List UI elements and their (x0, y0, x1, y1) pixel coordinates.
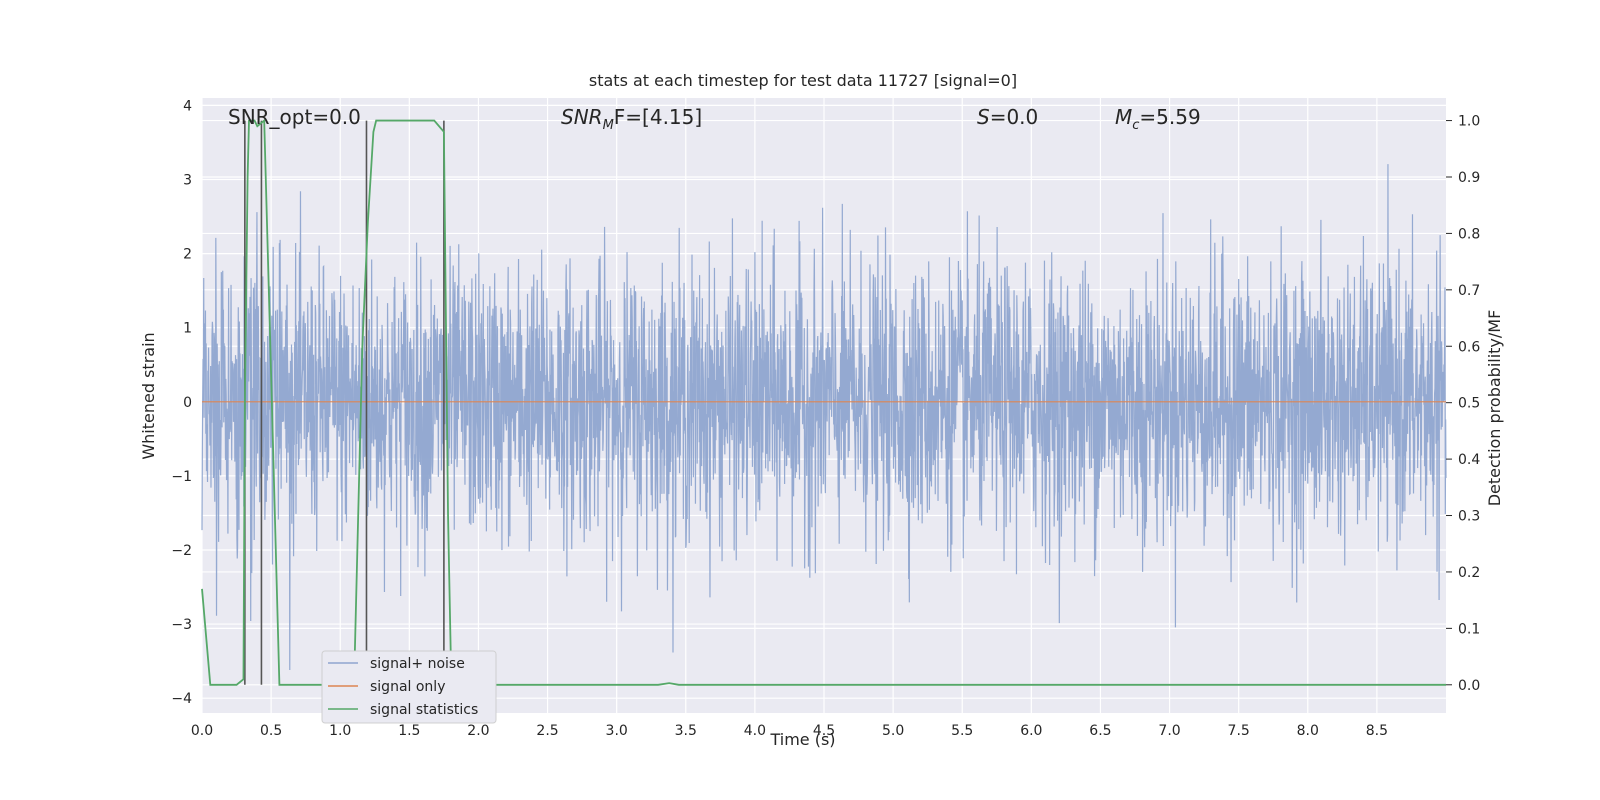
annotation-snr-mf-rest: F=[4.15] (614, 105, 702, 129)
y-tick-label: −1 (171, 469, 192, 485)
annotation-snr-mf-base: SNR (561, 105, 603, 129)
y-right-tick-label: 0.5 (1458, 396, 1480, 412)
x-tick-label: 2.0 (467, 723, 489, 739)
annotation-mc: Mc=5.59 (1115, 105, 1201, 133)
y-axis-label: Whitened strain (139, 332, 158, 459)
x-tick-label: 6.0 (1020, 723, 1042, 739)
annotation-mc-rest: =5.59 (1139, 105, 1200, 129)
annotation-s-italic: S (977, 105, 990, 129)
y-right-tick-label: 0.3 (1458, 509, 1480, 525)
legend: signal+ noise signal only signal statist… (321, 650, 497, 724)
legend-label-signal-only: signal only (370, 679, 445, 695)
legend-box (321, 650, 497, 724)
y-right-tick-label: 0.4 (1458, 452, 1480, 468)
y-tick-label: −4 (171, 691, 192, 707)
x-tick-label: 0.0 (191, 723, 213, 739)
annotation-mc-sub: c (1132, 118, 1139, 133)
y-right-tick-label: 0.7 (1458, 283, 1480, 299)
y-right-tick-label: 0.8 (1458, 226, 1480, 242)
noise-trace (201, 164, 1447, 670)
legend-label-signal-noise: signal+ noise (370, 656, 465, 672)
y-right-tick-label: 0.0 (1458, 678, 1480, 694)
x-tick-label: 4.0 (744, 723, 766, 739)
x-tick-label: 7.0 (1158, 723, 1180, 739)
legend-label-signal-statistics: signal statistics (370, 702, 478, 718)
x-tick-label: 3.0 (606, 723, 628, 739)
x-tick-label: 2.5 (536, 723, 558, 739)
x-tick-label: 1.0 (329, 723, 351, 739)
chart-title: stats at each timestep for test data 117… (589, 71, 1017, 90)
x-tick-label: 1.5 (398, 723, 420, 739)
y-right-tick-label: 1.0 (1458, 114, 1480, 130)
annotation-mc-base: M (1115, 105, 1132, 129)
series-signal-noise (201, 164, 1447, 670)
y-tick-label: −2 (171, 543, 192, 559)
y-right-tick-label: 0.9 (1458, 170, 1480, 186)
x-tick-label: 8.5 (1366, 723, 1388, 739)
y-tick-label: 2 (183, 247, 192, 263)
x-tick-label: 4.5 (813, 723, 835, 739)
annotation-s-rest: =0.0 (990, 105, 1039, 129)
x-tick-label: 5.0 (882, 723, 904, 739)
annotation-snr-mf: SNRMF=[4.15] (561, 105, 702, 133)
annotation-snr-opt: SNR_opt=0.0 (228, 105, 361, 129)
x-tick-label: 0.5 (260, 723, 282, 739)
y-tick-label: 3 (183, 173, 192, 189)
y-tick-label: 4 (183, 98, 192, 114)
x-tick-label: 5.5 (951, 723, 973, 739)
x-tick-label: 8.0 (1297, 723, 1319, 739)
x-tick-label: 3.5 (675, 723, 697, 739)
y-right-tick-label: 0.1 (1458, 621, 1480, 637)
x-tick-label: 7.5 (1228, 723, 1250, 739)
annotation-snr-mf-sub: M (603, 118, 614, 133)
axes: 0.0 0.5 1.0 1.5 2.0 2.5 3.0 3.5 4.0 4.5 5.0 5.5 6.0 6… (171, 98, 1480, 739)
y-tick-label: 1 (183, 321, 192, 337)
y-right-tick-label: 0.2 (1458, 565, 1480, 581)
y-tick-label: 0 (183, 395, 192, 411)
y-right-tick-label: 0.6 (1458, 339, 1480, 355)
y-tick-label: −3 (171, 617, 192, 633)
x-tick-label: 6.5 (1089, 723, 1111, 739)
x-axis-label: Time (s) (769, 730, 835, 749)
annotation-s: S=0.0 (977, 105, 1038, 129)
y-right-axis-label: Detection probability/MF (1485, 310, 1504, 507)
